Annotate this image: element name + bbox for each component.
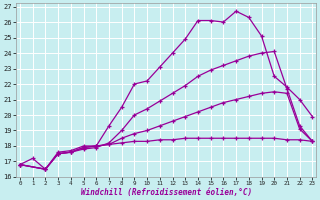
X-axis label: Windchill (Refroidissement éolien,°C): Windchill (Refroidissement éolien,°C) (81, 188, 252, 197)
